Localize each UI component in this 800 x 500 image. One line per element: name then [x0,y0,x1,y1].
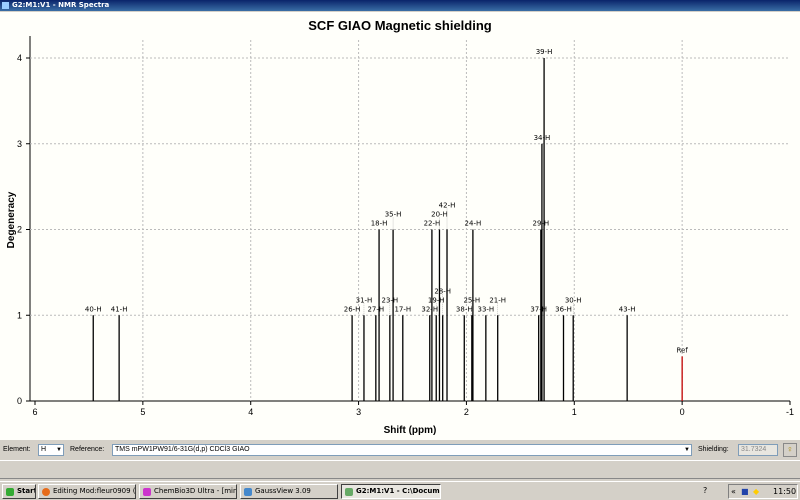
peak-label: 31-H [356,296,373,304]
expand-tray-icon[interactable]: « [731,487,736,496]
peak-label: 32-H [421,305,438,313]
peak-label: 17-H [394,305,411,313]
peak-label: 25-H [463,296,480,304]
peak-label: 28-H [434,287,451,295]
taskbar: Start Editing Mod:fleur0909 (s... ChemBi… [0,481,800,500]
peak-label: 34-H [534,134,551,142]
peak-label: 33-H [477,305,494,313]
peak-label: 30-H [565,296,582,304]
peak-label: 21-H [489,296,506,304]
peak-label: 26-H [344,305,361,313]
peak-label: 18-H [371,220,388,228]
peak-label: 29-H [532,220,549,228]
peak-label: 35-H [385,211,402,219]
x-tick-label: 6 [32,407,37,417]
status-panel [0,460,800,479]
x-tick-label: 1 [572,407,577,417]
peak-label: 27-H [367,305,384,313]
y-tick-label: 1 [17,310,22,320]
lightbulb-icon[interactable]: ♀ [783,443,797,457]
task-label: ChemBio3D Ultra - [minor... [154,487,237,495]
task-nmr-spectra[interactable]: G2:M1:V1 - C:\Docum... [341,484,441,499]
peak-label: 41-H [111,305,128,313]
peak-label: 39-H [536,48,553,56]
x-tick-label: 2 [464,407,469,417]
peak-label: 23-H [381,296,398,304]
firefox-icon [42,488,50,496]
peak-label: 36-H [555,305,572,313]
control-bar: Element: H ▼ Reference: TMS mPW1PW91/6-31… [0,443,800,458]
peak-label: 38-H [456,305,473,313]
window-title: G2:M1:V1 - NMR Spectra [12,1,110,9]
chevron-down-icon[interactable]: ▼ [684,447,690,453]
task-label: G2:M1:V1 - C:\Docum... [356,487,441,495]
window-title-bar[interactable]: G2:M1:V1 - NMR Spectra [0,0,800,11]
reference-combo[interactable]: TMS mPW1PW91/6-31G(d,p) CDCl3 GIAO ▼ [112,444,692,456]
chart-title: SCF GIAO Magnetic shielding [308,18,492,33]
y-axis-label: Degeneracy [6,191,17,248]
y-tick-label: 0 [17,396,22,406]
peak-label: 24-H [465,220,482,228]
peak-label: 43-H [619,305,636,313]
spectrum-plot: 6 5 4 3 2 1 0 -1 0 1 2 3 4 Shift (ppm) Degeneracy 39-H 3… [6,36,794,436]
spectrum-chart: SCF GIAO Magnetic shielding [0,12,800,440]
peak-label: 40-H [85,305,102,313]
windows-logo-icon [6,488,14,496]
chembio3d-icon [143,488,151,496]
peak-label: 42-H [439,202,456,210]
chevron-down-icon[interactable]: ▼ [56,447,62,453]
peak-label: 22-H [424,220,441,228]
peak-label: 19-H [428,296,445,304]
element-label: Element: [3,446,31,453]
peak-label: Ref [676,346,688,354]
start-label: Start [17,487,36,495]
x-tick-label: 3 [356,407,361,417]
task-label: GaussView 3.09 [255,487,311,495]
y-tick-label: 4 [17,53,22,63]
element-value: H [41,446,47,453]
system-tray: « ■ ◆ 11:50 [728,484,798,499]
x-axis-label: Shift (ppm) [384,425,437,436]
task-label: Editing Mod:fleur0909 (s... [53,487,136,495]
clock: 11:50 [773,487,797,496]
task-gaussview[interactable]: GaussView 3.09 [240,484,338,499]
peak-label: 37-H [530,305,547,313]
element-select[interactable]: H ▼ [38,444,64,456]
help-icon[interactable]: ? [703,486,708,495]
y-tick-label: 3 [17,139,22,149]
start-button[interactable]: Start [2,484,36,499]
shielding-field: 31.7324 [738,444,778,456]
x-tick-label: 4 [248,407,253,417]
network-icon[interactable]: ■ [741,487,749,496]
x-tick-label: -1 [786,407,794,417]
gaussview-icon [244,488,252,496]
task-chembio3d[interactable]: ChemBio3D Ultra - [minor... [139,484,237,499]
shield-icon[interactable]: ◆ [753,487,760,496]
window-icon [345,488,353,496]
shielding-label: Shielding: [698,446,729,453]
y-tick-label: 2 [17,225,22,235]
x-tick-label: 5 [140,407,145,417]
app-icon [2,2,9,9]
reference-value: TMS mPW1PW91/6-31G(d,p) CDCl3 GIAO [115,446,250,453]
task-firefox[interactable]: Editing Mod:fleur0909 (s... [38,484,136,499]
reference-label: Reference: [70,446,105,453]
peak-label: 20-H [431,211,448,219]
x-tick-label: 0 [680,407,685,417]
